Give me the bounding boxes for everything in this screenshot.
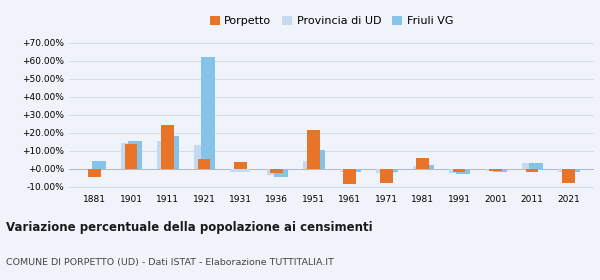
Bar: [493, 169, 507, 171]
Bar: [234, 162, 247, 169]
Bar: [420, 165, 434, 169]
Bar: [489, 169, 502, 171]
Bar: [125, 144, 137, 169]
Bar: [383, 169, 398, 172]
Bar: [566, 169, 580, 171]
Bar: [526, 169, 538, 172]
Bar: [165, 136, 179, 169]
Bar: [92, 161, 106, 169]
Bar: [157, 141, 178, 169]
Legend: Porpetto, Provincia di UD, Friuli VG: Porpetto, Provincia di UD, Friuli VG: [205, 11, 458, 31]
Bar: [161, 125, 174, 169]
Bar: [485, 169, 506, 171]
Bar: [449, 169, 469, 173]
Text: Variazione percentuale della popolazione ai censimenti: Variazione percentuale della popolazione…: [6, 221, 373, 234]
Bar: [562, 169, 575, 183]
Bar: [121, 143, 141, 169]
Bar: [271, 169, 283, 173]
Bar: [376, 169, 396, 173]
Bar: [230, 169, 250, 172]
Bar: [274, 169, 288, 177]
Bar: [347, 169, 361, 171]
Bar: [267, 169, 287, 175]
Bar: [201, 57, 215, 169]
Bar: [194, 145, 214, 169]
Bar: [88, 169, 101, 177]
Bar: [529, 164, 544, 169]
Bar: [197, 159, 210, 169]
Bar: [307, 130, 320, 169]
Bar: [128, 141, 142, 169]
Text: COMUNE DI PORPETTO (UD) - Dati ISTAT - Elaborazione TUTTITALIA.IT: COMUNE DI PORPETTO (UD) - Dati ISTAT - E…: [6, 258, 334, 267]
Bar: [416, 158, 429, 169]
Bar: [453, 169, 466, 172]
Bar: [522, 162, 542, 169]
Bar: [343, 169, 356, 184]
Bar: [311, 150, 325, 169]
Bar: [380, 169, 392, 183]
Bar: [303, 161, 323, 169]
Bar: [413, 166, 433, 169]
Bar: [559, 169, 578, 172]
Bar: [457, 169, 470, 174]
Bar: [340, 169, 360, 172]
